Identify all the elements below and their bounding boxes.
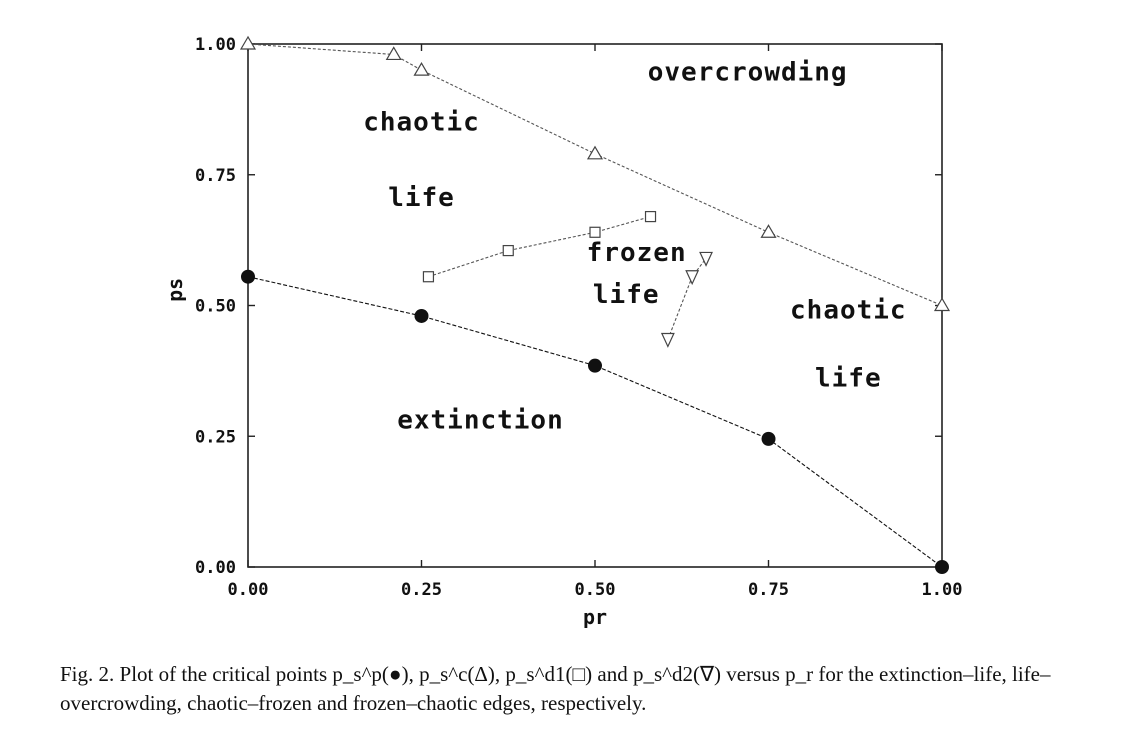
series-line: [428, 216, 651, 278]
region-label: chaotic: [790, 296, 907, 326]
plot-area: 0.00 0.25 0.50 0.75 1.00 0.00 0.25 0.50 0.75 1.00…: [163, 35, 962, 629]
region-label: life: [593, 280, 660, 310]
data-point-square: [589, 226, 601, 238]
y-tick-label: 0.75: [195, 166, 236, 186]
data-point-triangle-up: [385, 46, 402, 61]
y-tick-label: 0.00: [195, 558, 236, 578]
series-0: [241, 269, 949, 574]
y-tick-label: 0.25: [195, 427, 236, 447]
region-label: overcrowding: [648, 58, 848, 88]
x-tick-label: 0.25: [401, 580, 442, 600]
series-2: [422, 210, 657, 283]
y-tick-label: 1.00: [195, 35, 236, 55]
region-label: life: [388, 183, 455, 213]
data-point-circle: [761, 431, 776, 446]
figure-caption: Fig. 2. Plot of the critical points p_s^…: [60, 660, 1130, 718]
data-point-square: [422, 271, 435, 283]
data-point-circle: [414, 308, 429, 323]
series-3: [660, 251, 713, 348]
region-label: life: [815, 364, 882, 394]
data-point-triangle-down: [660, 332, 675, 348]
data-point-circle: [588, 358, 602, 373]
x-tick-label: 0.50: [575, 580, 616, 600]
series-1: [239, 35, 951, 312]
data-point-triangle-down: [699, 251, 713, 267]
region-label: chaotic: [363, 107, 480, 137]
x-tick-label: 1.00: [922, 580, 963, 600]
data-point-circle: [935, 560, 949, 574]
x-axis-label: pr: [583, 605, 607, 629]
x-tick-label: 0.00: [228, 580, 269, 600]
data-point-triangle-up: [933, 297, 951, 312]
y-axis-label: ps: [163, 278, 187, 302]
data-point-square: [502, 244, 514, 257]
region-label: extinction: [397, 405, 564, 435]
data-point-circle: [241, 269, 255, 284]
data-point-triangle-up: [413, 61, 430, 76]
data-point-triangle-up: [239, 35, 257, 50]
phase-diagram-chart: 0.00 0.25 0.50 0.75 1.00 0.00 0.25 0.50 0.75 1.00…: [163, 35, 962, 629]
x-tick-label: 0.75: [748, 580, 789, 600]
data-point-triangle-up: [586, 145, 604, 160]
data-point-triangle-up: [760, 224, 777, 238]
series-line: [247, 276, 943, 568]
data-point-square: [644, 210, 657, 223]
series-line: [247, 43, 943, 307]
y-tick-label: 0.50: [195, 297, 236, 317]
data-point-triangle-down: [685, 270, 700, 286]
caption-text: Fig. 2. Plot of the critical points p_s^…: [60, 662, 1051, 715]
region-label: frozen: [587, 238, 687, 268]
